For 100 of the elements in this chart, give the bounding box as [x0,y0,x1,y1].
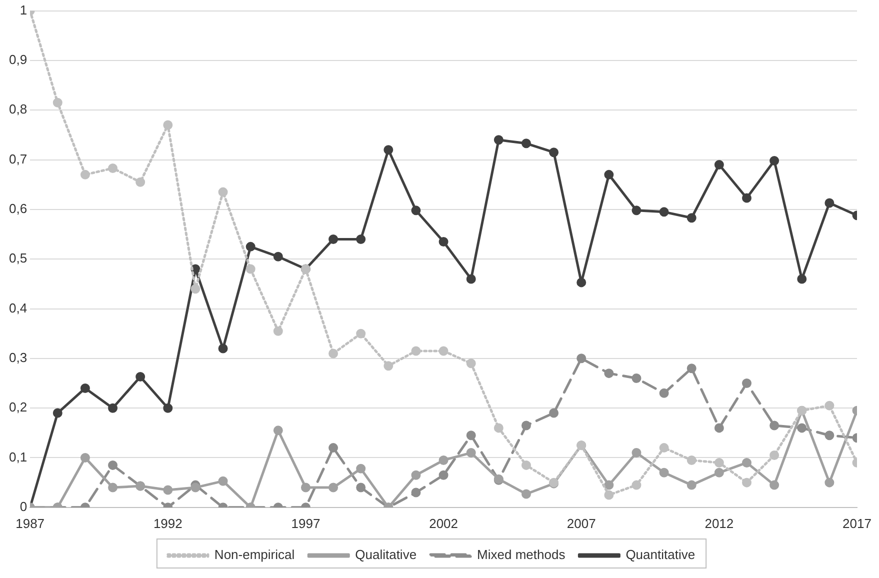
point [218,344,228,354]
point [770,450,780,460]
point [273,252,283,262]
point [742,193,752,203]
point [604,368,614,378]
point [549,148,559,158]
x-tick-label: 2012 [704,516,734,531]
legend-label: Mixed methods [477,547,566,562]
point [52,98,62,108]
point [384,361,394,371]
point [632,448,642,458]
point [659,388,669,398]
point [466,448,476,458]
point [190,284,200,294]
point [108,163,118,173]
point [494,423,504,433]
y-tick-label: 0,5 [8,250,28,266]
legend-label: Qualitative [355,547,417,562]
point [714,423,724,433]
point [770,480,780,490]
y-tick-label: 0,3 [8,350,28,365]
point [494,135,504,145]
point [136,372,146,382]
point [246,242,256,252]
point [218,187,228,197]
point [273,426,283,436]
point [190,482,200,492]
point [163,120,173,130]
y-tick-label: 0,1 [8,449,28,464]
point [576,278,586,288]
y-tick-label: 0,2 [8,400,28,415]
point [356,464,366,474]
point [824,198,834,208]
point [411,488,421,498]
point [797,274,807,284]
point [466,430,476,440]
point [438,346,448,356]
point [521,420,531,430]
y-tick-label: 0,6 [8,201,28,216]
point [632,206,642,216]
point [411,206,421,216]
point [466,358,476,368]
x-tick-label: 2017 [842,516,872,531]
x-tick-label: 2007 [566,516,596,531]
point [770,156,780,166]
point [576,354,586,364]
point [52,408,62,418]
point [770,420,780,430]
point [163,485,173,495]
point [108,403,118,413]
y-tick-label: 0,8 [8,102,28,117]
y-tick-label: 0,7 [8,151,28,166]
point [632,374,642,384]
point [686,213,696,223]
point [824,400,834,410]
point [466,274,476,284]
point [521,460,531,470]
point [438,455,448,465]
point [273,326,283,336]
y-tick-label: 0,4 [8,300,28,316]
point [218,476,228,486]
point [328,234,338,244]
point [742,478,752,488]
point [604,170,614,180]
point [136,177,146,187]
point [824,430,834,440]
point [384,145,394,155]
point [686,455,696,465]
point [659,468,669,478]
point [108,482,118,492]
point [742,378,752,388]
point [521,489,531,499]
y-tick-label: 0 [20,498,28,514]
point [411,470,421,480]
point [604,490,614,500]
point [108,460,118,470]
x-tick-label: 1992 [153,516,182,531]
point [686,480,696,490]
point [714,468,724,478]
point [659,443,669,453]
point [80,170,90,180]
y-tick-label: 1 [20,2,28,18]
point [163,403,173,413]
point [824,478,834,488]
point [328,482,338,492]
point [356,234,366,244]
point [714,458,724,468]
legend-label: Non-empirical [214,547,295,562]
point [80,383,90,393]
point [356,482,366,492]
x-tick-label: 1987 [16,516,45,531]
point [356,328,366,338]
point [328,348,338,358]
point [714,160,724,170]
point [604,480,614,490]
point [438,470,448,480]
y-tick-label: 0,9 [8,52,28,68]
point [797,423,807,433]
point [438,236,448,246]
point [686,364,696,374]
